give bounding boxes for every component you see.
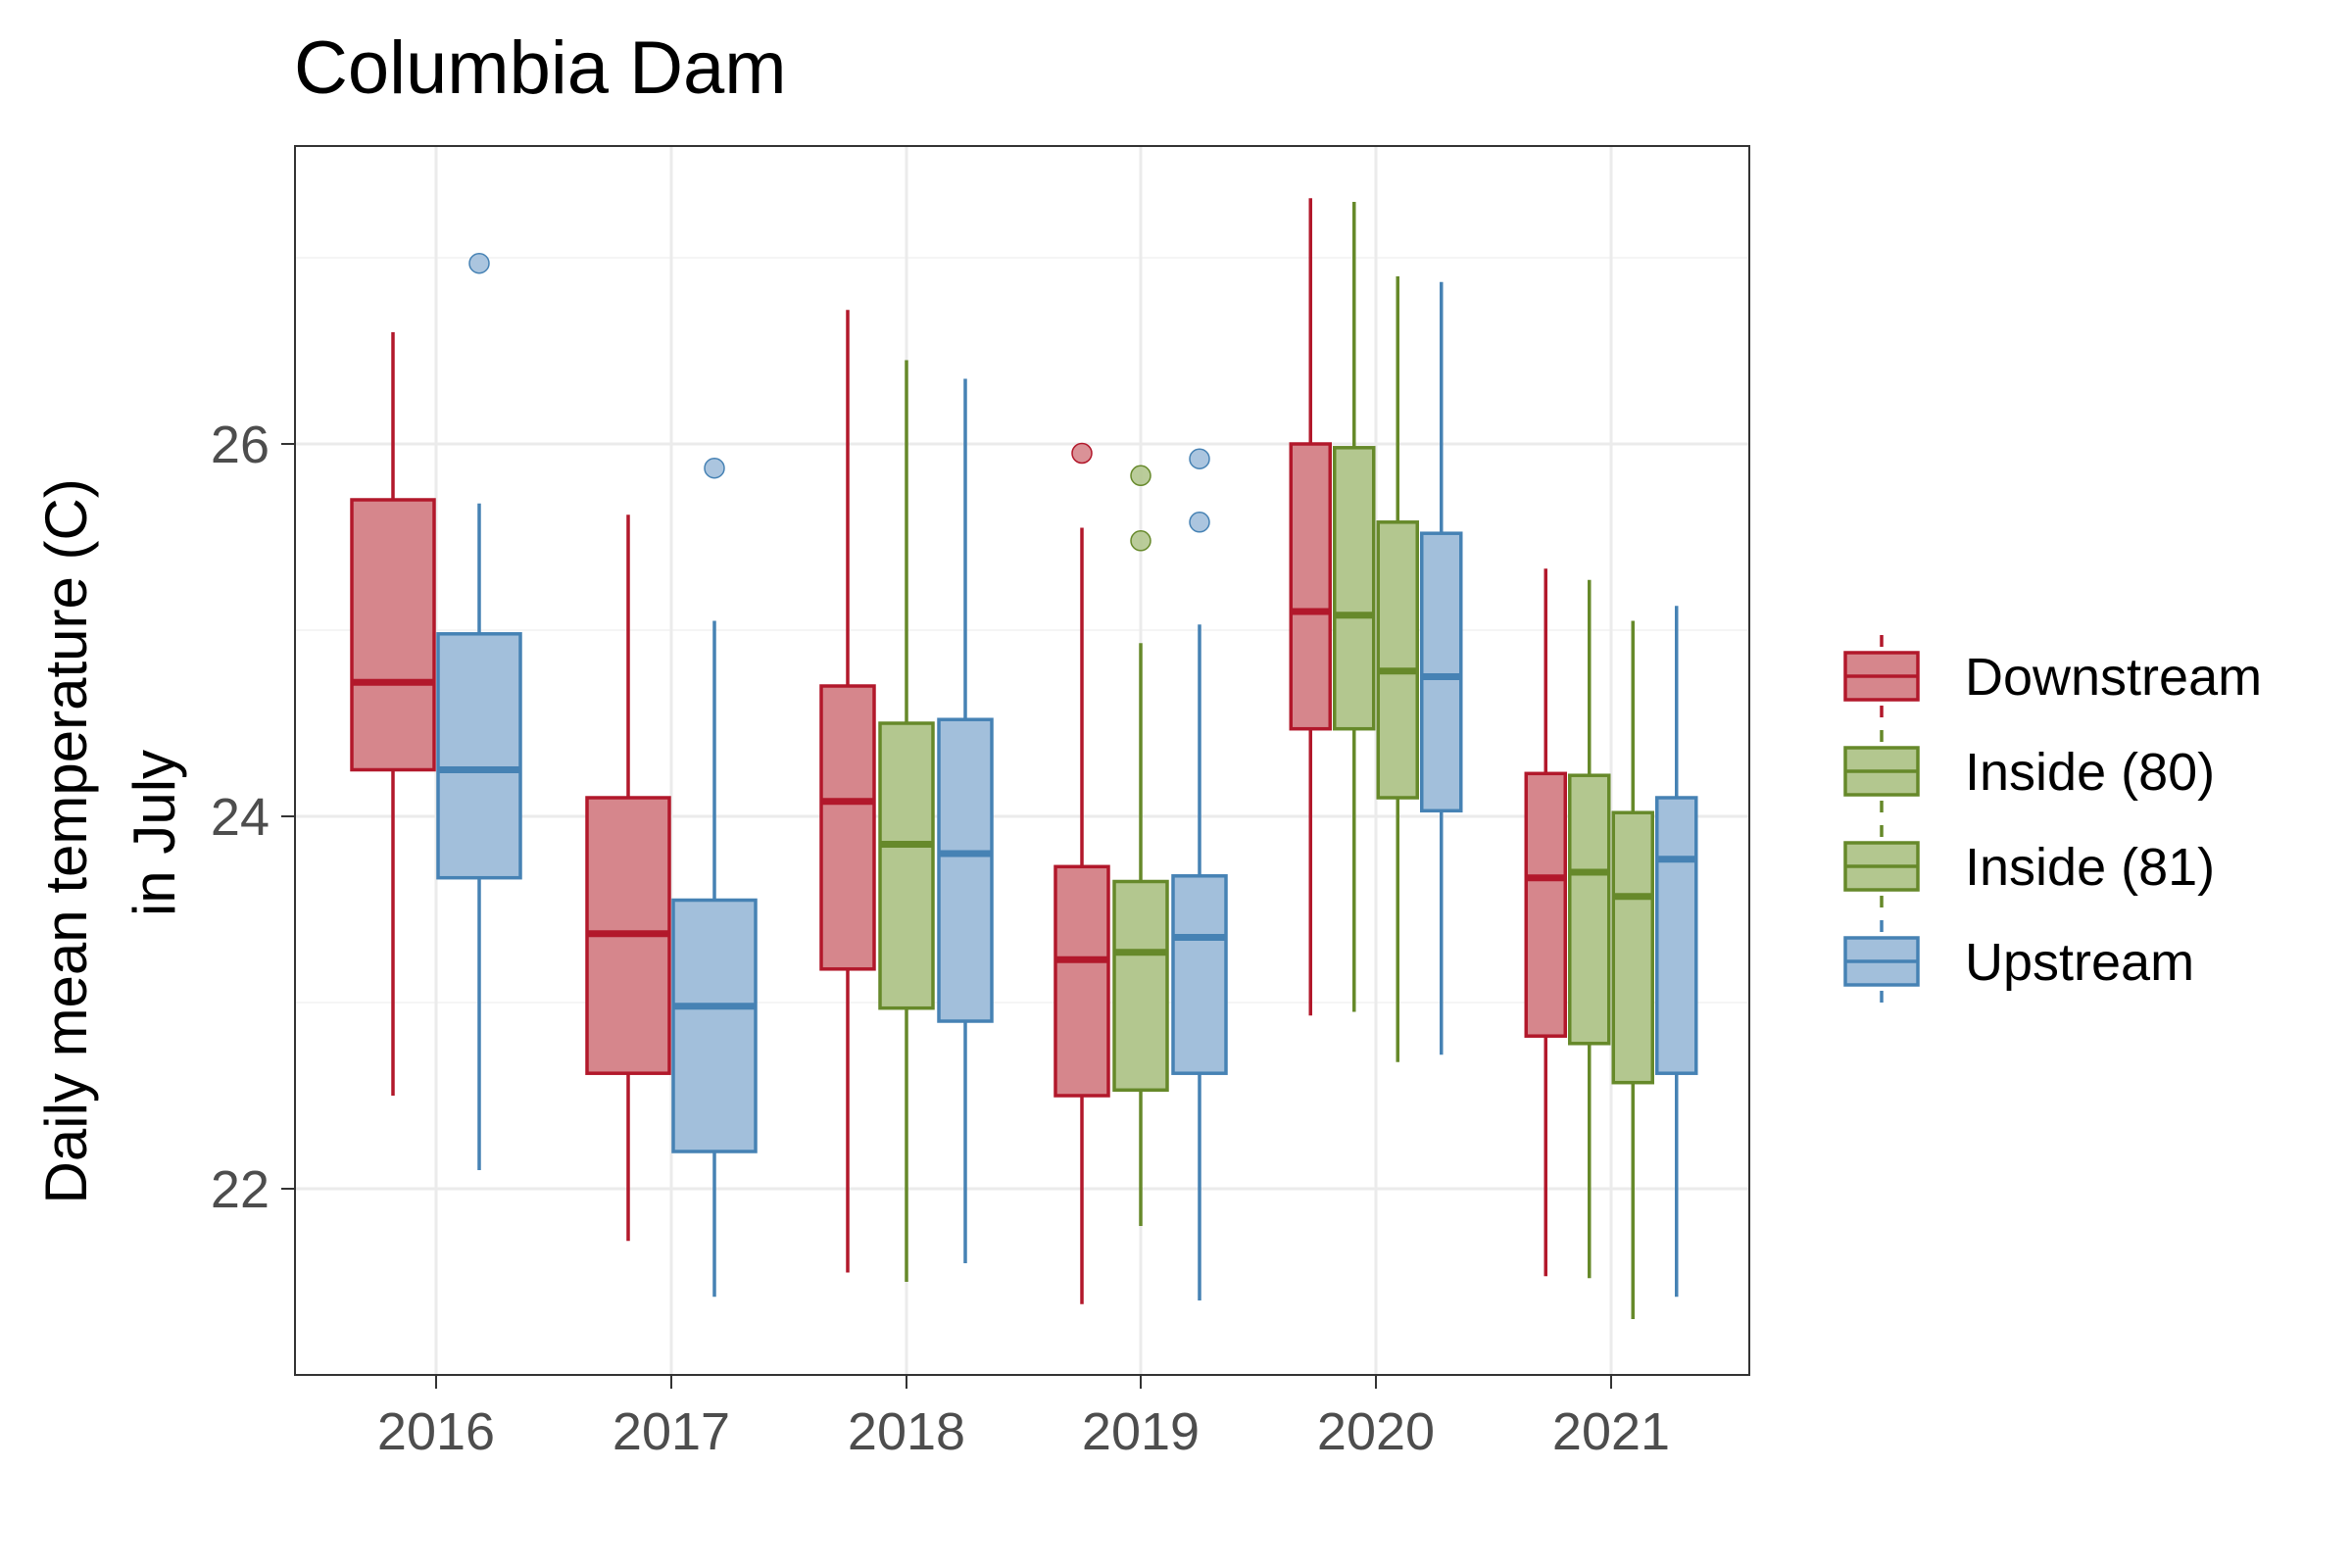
legend-label: Upstream — [1965, 933, 2194, 992]
y-tick-label: 26 — [211, 416, 270, 474]
plot-panel-border — [294, 145, 1750, 1376]
outlier-point — [468, 252, 490, 274]
box-2021-inside-81- — [1611, 620, 1654, 1319]
chart-title: Columbia Dam — [294, 26, 787, 110]
x-tick-label: 2018 — [848, 1402, 965, 1461]
y-tick-label: 22 — [211, 1160, 270, 1219]
box-2020-downstream — [1289, 198, 1332, 1016]
box-iqr — [1376, 520, 1419, 800]
box-iqr — [1333, 446, 1376, 731]
box-2016-upstream — [436, 252, 522, 1170]
box-iqr — [1289, 442, 1332, 731]
box-iqr — [671, 898, 758, 1153]
y-axis-label-line-1: Daily mean temperature (C) — [33, 478, 99, 1203]
box-iqr — [1524, 771, 1567, 1038]
y-tick-label: 24 — [211, 788, 270, 847]
box-2020-inside-81- — [1376, 276, 1419, 1062]
axis-layer: 22 24 26 2016 2017 2018 2019 2020 2021 — [211, 416, 1670, 1461]
legend-label: Inside (80) — [1965, 743, 2215, 802]
box-iqr — [1171, 874, 1228, 1075]
box-layer — [350, 198, 1698, 1319]
box-iqr — [1568, 773, 1611, 1046]
box-iqr — [1112, 879, 1169, 1093]
legend-label: Inside (81) — [1965, 838, 2215, 897]
legend-item-downstream: Downstream — [1843, 635, 2262, 717]
box-2019-downstream — [1054, 442, 1110, 1304]
box-2021-inside-80- — [1568, 579, 1611, 1279]
box-iqr — [1611, 810, 1654, 1085]
box-2020-upstream — [1420, 281, 1463, 1055]
x-tick-label: 2020 — [1317, 1402, 1435, 1461]
box-2021-upstream — [1655, 606, 1698, 1298]
legend-label: Downstream — [1965, 648, 2262, 707]
outlier-point — [1189, 448, 1210, 469]
box-iqr — [1054, 864, 1110, 1098]
x-tick-label: 2017 — [612, 1402, 730, 1461]
legend-item-inside-80-: Inside (80) — [1843, 730, 2215, 812]
y-axis-label-line-2: in July — [122, 750, 187, 916]
legend-item-inside-81-: Inside (81) — [1843, 825, 2215, 907]
box-2020-inside-80- — [1333, 202, 1376, 1012]
outlier-point — [704, 457, 725, 479]
box-2018-inside-81- — [878, 360, 935, 1282]
box-iqr — [1655, 796, 1698, 1075]
legend: Downstream Inside (80) Inside (81) Upstream — [1843, 635, 2262, 1003]
box-2019-upstream — [1171, 448, 1228, 1300]
outlier-point — [1071, 442, 1093, 465]
box-2017-upstream — [671, 457, 758, 1298]
outlier-point — [1130, 530, 1152, 552]
x-tick-label: 2019 — [1082, 1402, 1200, 1461]
box-iqr — [819, 684, 876, 971]
box-2016-downstream — [350, 332, 436, 1096]
legend-item-upstream: Upstream — [1843, 920, 2194, 1003]
box-iqr — [878, 721, 935, 1010]
x-tick-label: 2021 — [1552, 1402, 1670, 1461]
x-tick-label: 2016 — [377, 1402, 495, 1461]
outlier-point — [1130, 465, 1152, 487]
box-iqr — [1420, 531, 1463, 813]
box-iqr — [436, 632, 522, 880]
box-2021-downstream — [1524, 568, 1567, 1277]
box-iqr — [350, 498, 436, 772]
y-axis-label: Daily mean temperature (C) in July — [33, 463, 187, 1204]
box-2017-downstream — [585, 514, 671, 1242]
box-iqr — [937, 717, 994, 1023]
outlier-point — [1189, 512, 1210, 533]
box-2018-upstream — [937, 378, 994, 1263]
box-2019-inside-81- — [1112, 465, 1169, 1226]
box-2018-downstream — [819, 310, 876, 1273]
